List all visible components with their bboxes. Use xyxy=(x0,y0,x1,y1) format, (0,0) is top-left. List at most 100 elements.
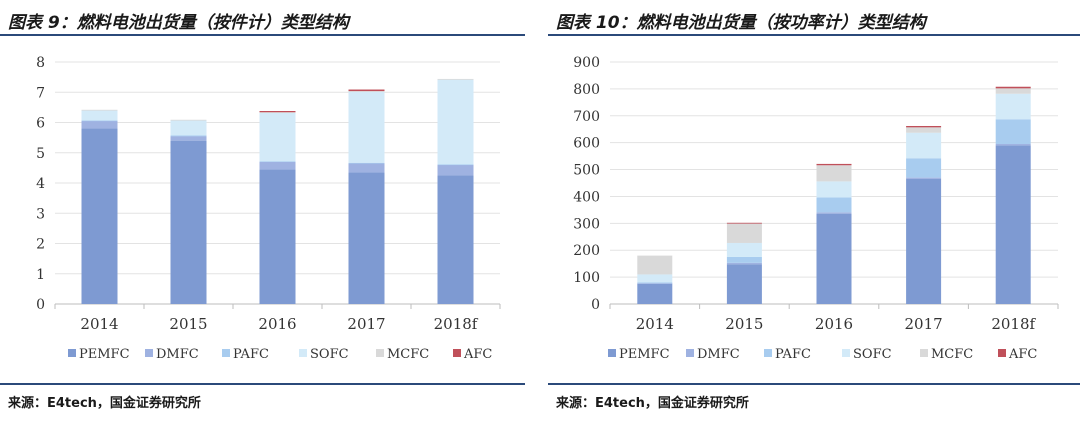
legend-swatch-sofc xyxy=(842,349,850,357)
bar-segment-pafc-2016 xyxy=(259,161,296,163)
bar-segment-pemfc-2015 xyxy=(170,140,207,304)
bar-segment-pafc-2018f xyxy=(995,119,1031,145)
y-tick-label: 0 xyxy=(36,297,45,313)
legend-label-afc: AFC xyxy=(463,347,492,362)
source-rule-left xyxy=(0,383,525,385)
y-tick-label: 900 xyxy=(573,55,600,71)
y-tick-label: 6 xyxy=(36,116,45,132)
x-tick-label: 2014 xyxy=(636,315,674,333)
x-tick-label: 2015 xyxy=(725,315,763,333)
bar-segment-sofc-2016 xyxy=(816,181,852,198)
bar-segment-pemfc-2014 xyxy=(637,283,673,304)
y-tick-label: 7 xyxy=(36,85,45,101)
bar-segment-pemfc-2017 xyxy=(906,178,942,304)
bar-segment-pemfc-2018f xyxy=(995,145,1031,304)
bar-segment-pemfc-2016 xyxy=(259,169,296,304)
bar-segment-mcfc-2014 xyxy=(637,255,673,275)
y-tick-label: 700 xyxy=(573,109,600,125)
legend-label-sofc: SOFC xyxy=(853,347,892,362)
legend-swatch-dmfc xyxy=(145,349,153,357)
bar-segment-pafc-2015 xyxy=(170,135,207,137)
legend-swatch-afc xyxy=(998,349,1006,357)
chart-title-right: 图表 10：燃料电池出货量（按功率计）类型结构 xyxy=(556,13,926,33)
bar-segment-afc-2016 xyxy=(816,163,852,166)
x-tick-label: 2018f xyxy=(434,315,479,333)
bar-segment-dmfc-2017 xyxy=(348,163,385,173)
bar-segment-pafc-2014 xyxy=(637,282,673,284)
bar-segment-sofc-2015 xyxy=(726,242,762,257)
bar-segment-pemfc-2015 xyxy=(726,264,762,304)
bar-segment-dmfc-2014 xyxy=(637,283,673,284)
bar-segment-mcfc-2015 xyxy=(726,223,762,243)
bar-segment-sofc-2014 xyxy=(637,274,673,283)
legend-swatch-pafc xyxy=(222,349,230,357)
bar-segment-pemfc-2016 xyxy=(816,213,852,304)
bar-segment-mcfc-2016 xyxy=(259,112,296,114)
bar-segment-afc-2015 xyxy=(726,222,762,224)
source-rule-right xyxy=(548,383,1080,385)
bar-segment-mcfc-2018f xyxy=(437,78,474,80)
x-tick-label: 2015 xyxy=(169,315,207,333)
bar-segment-mcfc-2016 xyxy=(816,165,852,182)
chart-panel-right: 图表 10：燃料电池出货量（按功率计）类型结构 0 100 200 300 400 500… xyxy=(548,0,1080,426)
source-note-left: 来源：E4tech，国金证券研究所 xyxy=(8,396,201,411)
legend-label-dmfc: DMFC xyxy=(697,347,740,362)
y-tick-label: 5 xyxy=(36,146,45,162)
stacked-bar-chart-left: 0 1 2 3 4 5 6 7 8 2014 2015 2016 2017 2018f PEMFC DMFC P… xyxy=(36,55,501,362)
bar-segment-mcfc-2014 xyxy=(81,109,118,111)
legend-swatch-pemfc xyxy=(68,349,76,357)
bar-segment-sofc-2016 xyxy=(259,112,296,162)
x-tick-label: 2017 xyxy=(905,315,943,333)
bar-segment-afc-2016 xyxy=(259,111,296,113)
bar-segment-sofc-2017 xyxy=(906,132,942,159)
legend-label-dmfc: DMFC xyxy=(156,347,199,362)
bar-segment-sofc-2015 xyxy=(170,120,207,136)
legend-swatch-dmfc xyxy=(686,349,694,357)
legend-swatch-pafc xyxy=(764,349,772,357)
y-tick-label: 600 xyxy=(573,136,600,152)
bar-segment-pemfc-2018f xyxy=(437,175,474,304)
y-tick-label: 800 xyxy=(573,82,600,98)
bar-segment-pafc-2016 xyxy=(816,197,852,213)
y-tick-label: 0 xyxy=(591,297,600,313)
x-tick-label: 2018f xyxy=(991,315,1036,333)
legend-label-pafc: PAFC xyxy=(775,347,811,362)
y-tick-label: 300 xyxy=(573,216,600,232)
y-tick-label: 4 xyxy=(36,176,45,192)
chart-panel-left: 图表 9：燃料电池出货量（按件计）类型结构 0 1 2 3 4 5 6 7 8 2014 2015 2… xyxy=(0,0,525,426)
x-tick-label: 2017 xyxy=(347,315,385,333)
bar-segment-pafc-2017 xyxy=(348,162,385,164)
legend-label-pemfc: PEMFC xyxy=(79,347,130,362)
bar-segment-dmfc-2017 xyxy=(906,177,942,179)
legend-swatch-afc xyxy=(453,349,461,357)
bar-segment-sofc-2014 xyxy=(81,110,118,121)
legend-label-mcfc: MCFC xyxy=(387,347,429,362)
bar-segment-afc-2017 xyxy=(906,125,942,128)
bar-segment-mcfc-2017 xyxy=(348,91,385,92)
legend-label-pafc: PAFC xyxy=(233,347,269,362)
title-rule-left xyxy=(0,34,525,36)
bar-segment-mcfc-2015 xyxy=(170,119,207,121)
legend-label-afc: AFC xyxy=(1008,347,1037,362)
y-tick-label: 3 xyxy=(36,206,45,222)
bar-segment-afc-2017 xyxy=(348,89,385,92)
legend-label-pemfc: PEMFC xyxy=(619,347,670,362)
bar-segment-pafc-2018f xyxy=(437,164,474,166)
bar-segment-mcfc-2017 xyxy=(906,127,942,133)
bar-segment-dmfc-2016 xyxy=(259,161,296,170)
y-tick-label: 200 xyxy=(573,243,600,259)
y-tick-label: 400 xyxy=(573,189,600,205)
bar-segment-mcfc-2018f xyxy=(995,88,1031,94)
legend-swatch-pemfc xyxy=(608,349,616,357)
bar-segment-sofc-2018f xyxy=(437,79,474,165)
y-tick-label: 8 xyxy=(36,55,45,71)
legend-label-sofc: SOFC xyxy=(310,347,349,362)
bar-segment-dmfc-2014 xyxy=(81,120,118,129)
title-rule-right xyxy=(548,34,1080,36)
x-tick-label: 2016 xyxy=(258,315,296,333)
y-tick-label: 2 xyxy=(36,237,45,253)
bar-segment-afc-2018f xyxy=(995,86,1031,89)
bar-segment-dmfc-2018f xyxy=(995,144,1031,146)
source-note-right: 来源：E4tech，国金证券研究所 xyxy=(556,396,749,411)
chart-title-left: 图表 9：燃料电池出货量（按件计）类型结构 xyxy=(8,13,349,33)
